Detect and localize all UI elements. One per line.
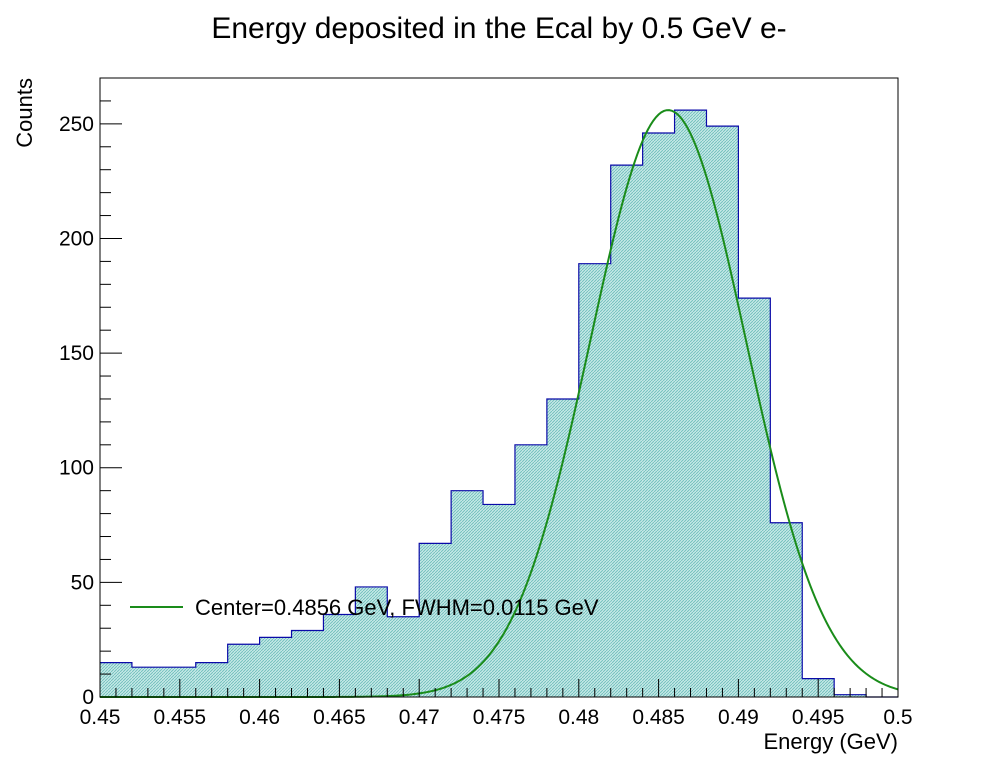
histogram-bar	[674, 110, 707, 697]
y-tick-label: 100	[59, 457, 94, 480]
x-tick-label: 0.465	[313, 706, 366, 729]
histogram-bar	[738, 298, 771, 697]
histogram-bar	[770, 522, 803, 697]
histogram-bar	[610, 165, 643, 697]
histogram-bar	[387, 616, 420, 697]
x-tick-label: 0.45	[80, 706, 121, 729]
y-axis: 0 50 100 150 200 250	[59, 77, 122, 709]
x-axis: 0.45 0.455 0.46 0.465 0.47 0.475 0.48 0.485 0.49…	[80, 679, 913, 729]
y-tick-label: 150	[59, 342, 94, 365]
x-tick-label: 0.47	[399, 706, 440, 729]
x-tick-label: 0.48	[558, 706, 599, 729]
x-tick-label: 0.455	[154, 706, 207, 729]
y-axis-label: Counts	[12, 78, 37, 148]
histogram-bar	[578, 263, 611, 697]
x-tick-label: 0.485	[632, 706, 685, 729]
histogram-bar	[355, 586, 388, 697]
legend: Center=0.4856 GeV, FWHM=0.0115 GeV	[130, 595, 599, 620]
y-tick-label: 0	[82, 686, 94, 709]
histogram-bar	[642, 133, 675, 697]
histogram-bar	[259, 637, 292, 697]
x-tick-label: 0.495	[792, 706, 845, 729]
histogram-bar	[546, 398, 579, 697]
histogram-bar	[483, 504, 515, 697]
x-tick-label: 0.46	[239, 706, 280, 729]
legend-fit-label: Center=0.4856 GeV, FWHM=0.0115 GeV	[195, 595, 599, 620]
x-tick-label: 0.49	[718, 706, 759, 729]
x-tick-label: 0.5	[883, 706, 912, 729]
y-tick-label: 250	[59, 113, 94, 136]
histogram-bar	[451, 490, 484, 697]
chart-title: Energy deposited in the Ecal by 0.5 GeV …	[211, 12, 786, 45]
histogram-bar	[706, 126, 739, 697]
x-tick-label: 0.475	[473, 706, 526, 729]
y-tick-label: 200	[59, 227, 94, 250]
x-axis-label: Energy (GeV)	[764, 729, 899, 754]
histogram-bar	[419, 543, 452, 697]
histogram-bar	[291, 630, 324, 697]
y-tick-label: 50	[71, 571, 94, 594]
histogram-outline	[100, 109, 898, 698]
